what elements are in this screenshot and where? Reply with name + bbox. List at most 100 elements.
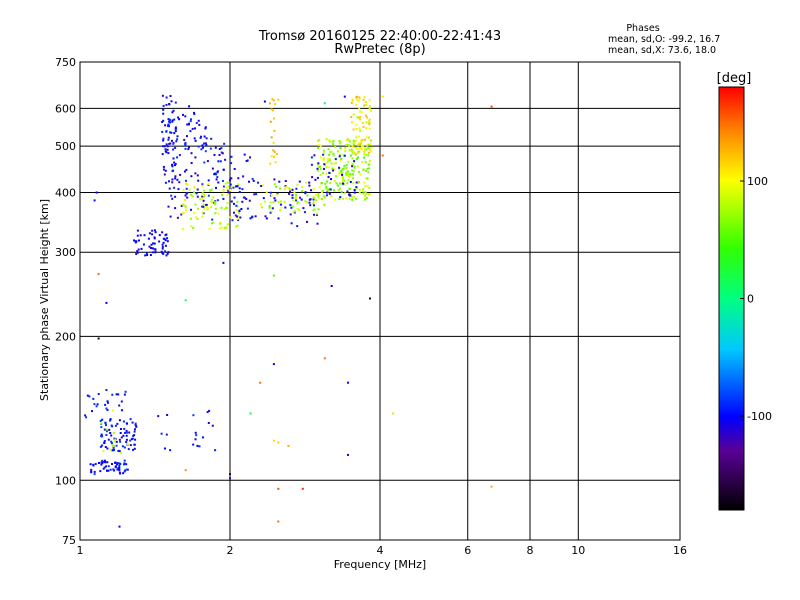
data-point [220, 151, 223, 154]
data-point [356, 165, 359, 168]
data-point [164, 239, 167, 242]
data-point [325, 172, 328, 175]
data-point [120, 428, 122, 430]
data-point [368, 122, 371, 125]
data-point [186, 196, 189, 199]
y-tick-label: 500 [55, 140, 76, 153]
data-point [270, 210, 273, 213]
data-point [215, 186, 217, 189]
data-point [92, 397, 95, 400]
data-point [276, 193, 279, 196]
data-point [319, 168, 322, 170]
data-point [490, 105, 493, 108]
data-point [330, 178, 332, 181]
data-point [161, 130, 164, 133]
data-point [169, 121, 172, 124]
data-point [97, 337, 100, 340]
data-point [185, 179, 187, 182]
data-point [365, 127, 368, 130]
data-point [248, 199, 251, 202]
data-point [133, 447, 136, 450]
data-point [278, 180, 281, 183]
data-point [136, 234, 139, 237]
data-point [199, 136, 202, 139]
data-point [172, 109, 175, 112]
data-point [292, 210, 295, 213]
data-point [183, 204, 186, 207]
data-point [327, 148, 330, 151]
data-point [223, 142, 226, 145]
y-tick-label: 600 [55, 102, 76, 115]
data-point [358, 97, 361, 100]
data-point [317, 164, 320, 167]
data-point [160, 250, 163, 253]
data-point [126, 443, 129, 446]
data-point [184, 469, 187, 472]
data-point [346, 143, 349, 146]
data-point [332, 154, 335, 157]
data-point [111, 463, 113, 465]
data-point [290, 222, 293, 225]
data-point [194, 431, 197, 434]
data-point [330, 195, 333, 198]
data-point [162, 137, 165, 140]
x-axis: 1 2 4 6 8 10 16 [77, 544, 688, 557]
data-point [251, 216, 254, 219]
data-point [319, 174, 322, 176]
data-point [351, 196, 354, 199]
data-point [353, 191, 356, 194]
data-point [230, 162, 233, 165]
data-point [233, 211, 235, 214]
data-point [174, 175, 177, 178]
data-point [273, 197, 276, 200]
data-point [177, 116, 180, 119]
data-point [363, 156, 366, 159]
data-point [314, 178, 317, 181]
data-point [210, 188, 213, 191]
data-point [269, 191, 272, 194]
stats-line-x: mean, sd,X: 73.6, 18.0 [608, 45, 716, 56]
data-point [353, 142, 356, 145]
data-point [171, 181, 174, 184]
data-point [365, 192, 368, 195]
data-point [205, 204, 208, 206]
data-point [357, 143, 360, 146]
data-point [189, 217, 192, 220]
data-point [341, 173, 344, 176]
data-point [335, 182, 338, 185]
data-point [104, 459, 106, 462]
data-point [237, 177, 240, 180]
data-point [227, 189, 230, 192]
data-point [174, 127, 177, 130]
data-point [272, 363, 275, 366]
data-point [346, 175, 349, 177]
data-point [118, 471, 121, 474]
data-point [317, 143, 320, 146]
data-point [263, 100, 266, 103]
data-point [225, 227, 228, 230]
data-point [298, 180, 301, 183]
data-point [99, 419, 102, 422]
data-point [312, 200, 315, 203]
data-point [304, 192, 307, 195]
data-point [181, 228, 184, 231]
data-point [123, 427, 126, 430]
data-point [330, 285, 333, 287]
data-point [154, 231, 157, 234]
data-point [249, 217, 252, 220]
y-tick-label: 100 [55, 474, 76, 487]
data-point [105, 424, 107, 427]
data-point [355, 103, 358, 106]
data-point [167, 205, 170, 208]
data-point [190, 193, 193, 196]
data-point [323, 203, 326, 206]
data-point [355, 147, 358, 150]
data-point [125, 468, 128, 471]
data-point [187, 148, 190, 151]
data-point [112, 409, 114, 412]
data-point [184, 170, 186, 173]
data-point [125, 434, 128, 437]
data-point [353, 165, 356, 168]
data-point [215, 178, 218, 181]
data-point [363, 138, 366, 141]
